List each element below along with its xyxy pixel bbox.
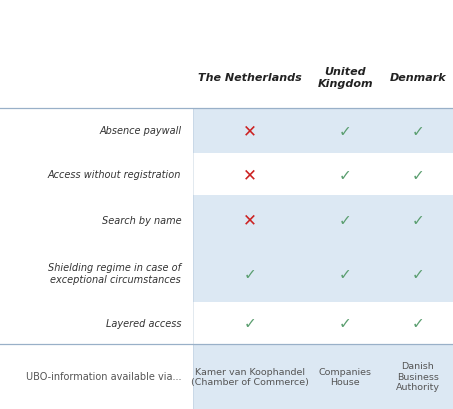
Text: ✓: ✓ [411,167,424,182]
Bar [193,196,453,245]
Text: UBO-information available via...: UBO-information available via... [26,371,181,381]
Text: ✓: ✓ [339,266,352,281]
Bar [193,108,453,154]
Text: Absence paywall: Absence paywall [99,126,181,136]
Text: ✓: ✓ [244,315,257,330]
Text: Shielding regime in case of
exceptional circumstances: Shielding regime in case of exceptional … [48,263,181,284]
Text: ✓: ✓ [339,315,352,330]
Text: ✕: ✕ [243,166,257,184]
Text: Danish
Business
Authority: Danish Business Authority [396,362,440,391]
Text: ✓: ✓ [244,266,257,281]
Text: ✓: ✓ [411,315,424,330]
Text: Companies
House: Companies House [319,367,372,386]
Text: ✕: ✕ [243,122,257,140]
Text: ✓: ✓ [411,124,424,139]
Text: ✓: ✓ [411,266,424,281]
Text: ✓: ✓ [339,124,352,139]
Text: United
Kingdom: United Kingdom [318,67,373,88]
Text: ✓: ✓ [339,167,352,182]
Text: Access without registration: Access without registration [48,170,181,180]
Text: ✓: ✓ [339,213,352,227]
Text: Denmark: Denmark [390,73,446,83]
Bar [193,245,453,302]
Bar [193,344,453,409]
Text: Layered access: Layered access [106,318,181,328]
Text: Search by name: Search by name [101,215,181,225]
Text: Kamer van Koophandel
(Chamber of Commerce): Kamer van Koophandel (Chamber of Commerc… [191,367,309,386]
Text: ✓: ✓ [411,213,424,227]
Text: ✕: ✕ [243,211,257,229]
Text: The Netherlands: The Netherlands [198,73,302,83]
